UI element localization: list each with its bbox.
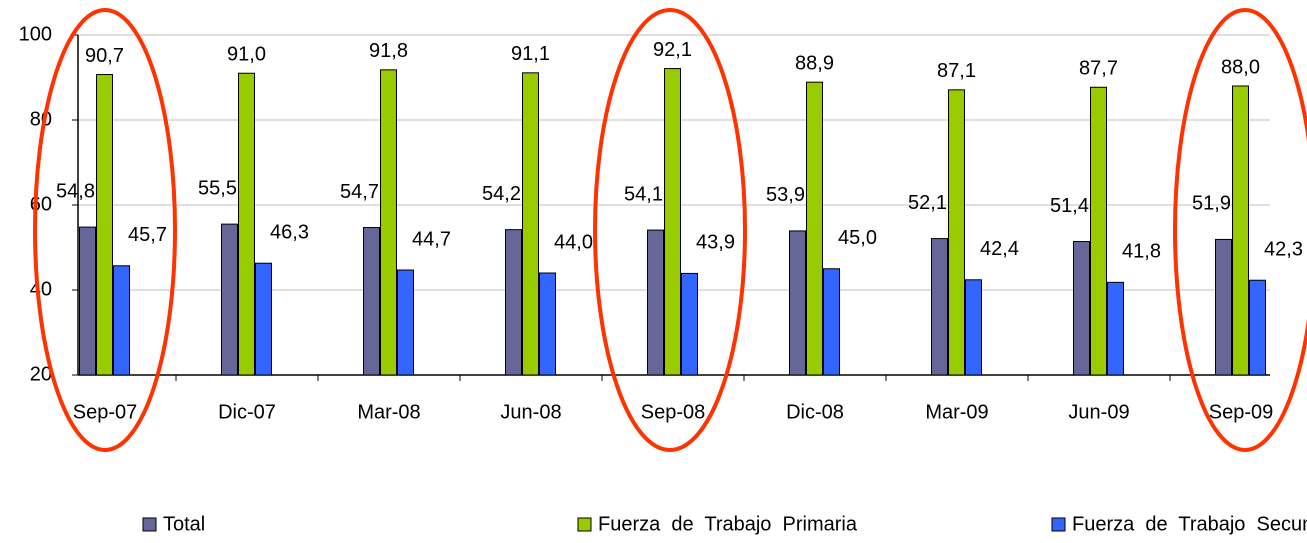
y-tick-label: 60 (30, 193, 52, 215)
bar (931, 238, 948, 376)
bar (380, 69, 397, 376)
data-label: 51,9 (1192, 193, 1231, 215)
highlight-ellipse (593, 8, 747, 452)
bar (965, 279, 982, 376)
bar (505, 229, 522, 376)
x-tick-label: Sep-08 (641, 401, 706, 423)
y-tick-label: 80 (30, 108, 52, 130)
annotations (33, 8, 1307, 452)
data-label: 54,8 (56, 180, 95, 202)
highlight-ellipse (33, 8, 177, 452)
data-label: 88,0 (1221, 56, 1260, 78)
bar (664, 68, 681, 376)
bar (647, 229, 664, 376)
y-tick-label: 20 (30, 363, 52, 385)
bar (806, 81, 823, 376)
highlight-ellipse (1173, 8, 1307, 452)
bar (113, 265, 130, 376)
legend-label: Fuerza de Trabajo Secundaria (1072, 513, 1307, 535)
bar (1090, 86, 1107, 376)
data-label: 91,8 (369, 40, 408, 62)
bar (96, 74, 113, 376)
x-tick-label: Jun-08 (500, 401, 561, 423)
data-label: 46,3 (270, 222, 309, 244)
data-label: 45,7 (128, 224, 167, 246)
bar (79, 226, 96, 376)
bar (363, 227, 380, 376)
bar (789, 230, 806, 376)
data-label: 51,4 (1050, 195, 1089, 217)
bar (1249, 279, 1266, 376)
bar (823, 268, 840, 376)
legend-swatch (142, 517, 157, 532)
legend-label: Total (163, 513, 205, 535)
data-label: 42,3 (1264, 239, 1303, 261)
data-label: 44,0 (554, 231, 593, 253)
data-label: 54,7 (340, 181, 379, 203)
data-label: 53,9 (766, 184, 805, 206)
data-label: 91,0 (227, 44, 266, 66)
bar (1107, 281, 1124, 376)
data-label: 92,1 (653, 39, 692, 61)
bar (397, 269, 414, 376)
bar (539, 272, 556, 376)
bar (948, 89, 965, 376)
data-label: 41,8 (1122, 241, 1161, 263)
bar (1073, 241, 1090, 376)
bar (221, 223, 238, 376)
bar (255, 262, 272, 376)
x-tick-label: Jun-09 (1068, 401, 1129, 423)
bar (1232, 85, 1249, 376)
data-label: 44,7 (412, 228, 451, 250)
data-label: 43,9 (696, 232, 735, 254)
x-tick-label: Dic-08 (786, 401, 844, 423)
data-label: 55,5 (198, 177, 237, 199)
legend-label: Fuerza de Trabajo Primaria (598, 513, 858, 535)
data-label: 90,7 (85, 45, 124, 67)
data-label: 87,7 (1079, 58, 1118, 80)
x-tick-label: Mar-08 (357, 401, 420, 423)
data-label: 87,1 (937, 60, 976, 82)
data-label: 45,0 (838, 227, 877, 249)
bar (681, 272, 698, 376)
data-label: 42,4 (980, 238, 1019, 260)
bar (522, 72, 539, 376)
data-label: 54,2 (482, 183, 521, 205)
legend-swatch (1051, 517, 1066, 532)
data-label: 91,1 (511, 43, 550, 65)
plot-area: 20 40 60 80 100 Sep-07 54,8 90,7 45,7 Dic-07 55,5 9… (19, 23, 1307, 535)
data-label: 52,1 (908, 192, 947, 214)
legend-swatch (577, 517, 592, 532)
bar (1215, 238, 1232, 376)
x-tick-label: Mar-09 (925, 401, 988, 423)
x-tick-label: Dic-07 (218, 401, 276, 423)
x-tick-label: Sep-09 (1209, 401, 1274, 423)
data-label: 88,9 (795, 52, 834, 74)
bar (238, 72, 255, 376)
y-tick-label: 100 (19, 23, 52, 45)
x-tick-label: Sep-07 (73, 401, 138, 423)
data-label: 54,1 (624, 183, 663, 205)
y-tick-label: 40 (30, 278, 52, 300)
